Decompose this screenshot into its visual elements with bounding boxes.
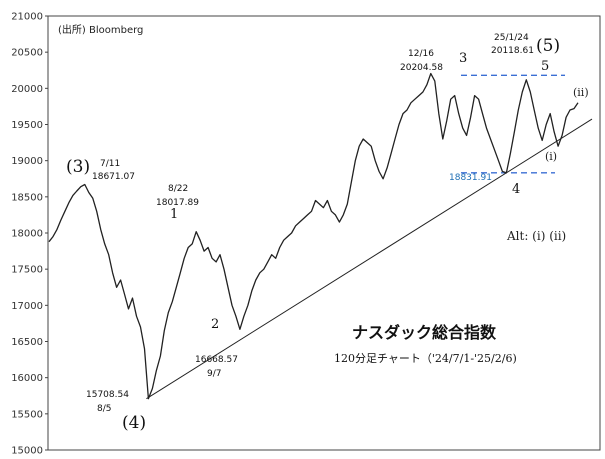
wave-ii-label: (ii) [573,86,589,99]
y-tick-label: 20000 [11,84,43,95]
alt-count-label: Alt: (i) (ii) [506,229,566,243]
series-group [48,72,593,400]
low-9-7-date: 9/7 [207,369,221,379]
wave-1-label: 1 [170,207,178,222]
y-tick-label: 16000 [11,373,43,384]
y-tick-label: 18500 [11,192,43,203]
peak-25-1-24-date: 25/1/24 [494,33,529,43]
y-tick-label: 17000 [11,301,43,312]
low-support-value: 18831.91 [449,173,492,183]
wave-4-minor-label: 4 [512,182,520,197]
chart-title: ナスダック総合指数 [352,323,497,342]
plot-frame [47,15,601,451]
y-tick-label: 17500 [11,265,43,276]
price-line [48,72,579,400]
y-tick-label: 15500 [11,409,43,420]
annotations: (出所) Bloomberg (3) 7/11 18671.07 8/22 18… [58,23,589,433]
peak-7-11-date: 7/11 [100,159,120,169]
wave-5-major-label: (5) [536,36,560,56]
low-9-7-value: 16668.57 [195,355,238,365]
low-8-5-date: 8/5 [97,404,111,414]
low-8-5-value: 15708.54 [86,390,129,400]
y-tick-label: 18000 [11,229,43,240]
y-tick-label: 15000 [11,446,43,457]
peak-8-22-value: 18017.89 [156,198,199,208]
peak-8-22-date: 8/22 [168,184,188,194]
y-tick-label: 19500 [11,120,43,131]
wave-2-label: 2 [211,317,219,332]
y-axis: 15000 15500 16000 16500 17000 17500 18000 18500… [11,12,48,457]
peak-12-16-value: 20204.58 [400,63,443,73]
wave-3-minor-label: 3 [459,51,467,66]
y-tick-label: 16500 [11,337,43,348]
wave-3-label: (3) [66,157,90,177]
chart-subtitle: 120分足チャート（'24/7/1-'25/2/6) [334,352,517,365]
wave-5-minor-label: 5 [541,59,549,74]
support-trendline [146,118,593,400]
peak-25-1-24-value: 20118.61 [491,46,534,56]
peak-7-11-value: 18671.07 [92,172,135,182]
y-tick-label: 19000 [11,156,43,167]
plot-border [47,15,601,451]
source-label: (出所) Bloomberg [58,23,143,36]
y-tick-label: 21000 [11,12,43,23]
wave-4-label: (4) [122,413,146,433]
wave-i-label: (i) [545,150,557,163]
peak-12-16-date: 12/16 [408,49,434,59]
y-tick-label: 20500 [11,48,43,59]
